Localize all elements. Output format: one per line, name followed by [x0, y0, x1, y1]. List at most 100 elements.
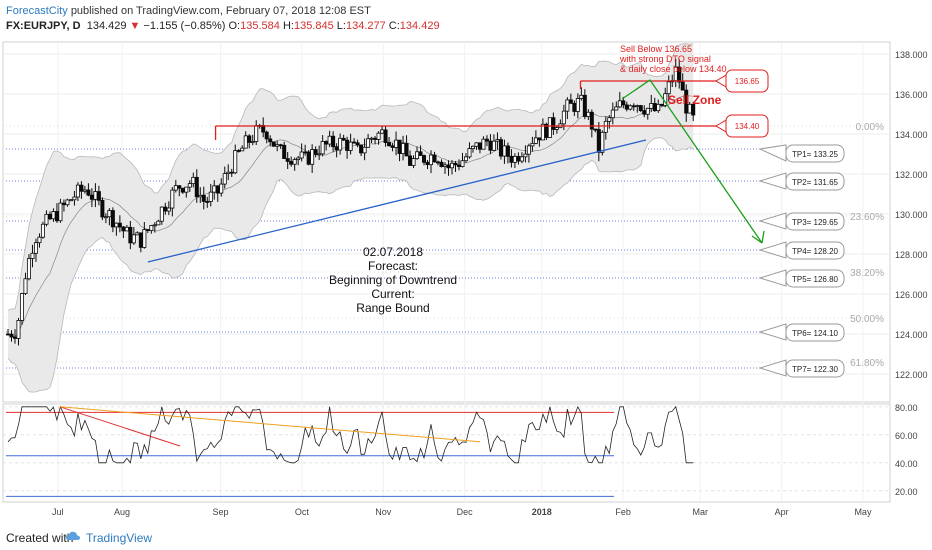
tp-callout-label: TP7= 122.30 — [792, 365, 839, 374]
candle-body — [138, 232, 143, 248]
candle-body — [65, 199, 70, 206]
candle-body — [58, 202, 63, 222]
forecast-annotation-line: Forecast: — [368, 259, 418, 273]
tp-callout-box — [785, 212, 845, 231]
candle-body — [537, 137, 542, 141]
candle-body — [442, 164, 447, 167]
candle-body — [299, 151, 304, 159]
candle-body — [222, 173, 227, 185]
chart-header: ForecastCity published on TradingView.co… — [0, 0, 932, 40]
support-trendline — [147, 139, 647, 263]
candle-body — [369, 137, 374, 140]
tp-callout-label: TP5= 126.80 — [792, 275, 839, 284]
candle-body — [418, 151, 423, 156]
candle-body — [568, 99, 573, 104]
x-tick-label: Dec — [457, 507, 474, 517]
candle-body — [624, 104, 629, 110]
y-tick-label: 122.000 — [895, 370, 928, 380]
candle-body — [523, 153, 528, 158]
candle-body — [387, 142, 392, 147]
candle-body — [9, 333, 14, 338]
candle-body — [456, 164, 461, 167]
y-tick-label: 130.000 — [895, 210, 928, 220]
candle-body — [607, 117, 612, 122]
forecast-annotation-line: 02.07.2018 — [363, 245, 423, 259]
y-tick-label: 124.000 — [895, 330, 928, 340]
tradingview-cloud-icon[interactable] — [66, 531, 80, 541]
candle-body — [173, 185, 178, 191]
x-tick-label: May — [854, 507, 872, 517]
sell-zone-upper-label-box — [725, 69, 769, 93]
candle-body — [642, 110, 647, 115]
candle-body — [247, 135, 252, 143]
y-tick-label: 126.000 — [895, 290, 928, 300]
candle-body — [184, 186, 189, 193]
candle-body — [572, 103, 577, 112]
sell-zone-upper-label: 136.65 — [735, 77, 760, 86]
oscillator-line — [7, 405, 694, 464]
candle-body — [649, 103, 654, 109]
y-tick-label: 134.000 — [895, 130, 928, 140]
candle-body — [149, 225, 154, 231]
candle-body — [23, 278, 28, 294]
upper-band-line — [7, 43, 694, 311]
candle-body — [16, 320, 21, 339]
x-tick-label: Feb — [615, 507, 631, 517]
candle-body — [103, 216, 108, 219]
low-label: L: — [336, 20, 346, 32]
candle-body — [341, 137, 346, 141]
candle-body — [582, 94, 587, 117]
candle-body — [652, 103, 657, 112]
candle-body — [481, 138, 486, 150]
fib-level-label: 38.20% — [850, 268, 884, 279]
osc-red-trendline — [59, 406, 181, 447]
candle-body — [233, 150, 238, 174]
tp-callout-box — [785, 144, 845, 163]
close-label: C: — [388, 20, 400, 32]
candle-body — [659, 103, 664, 106]
osc-y-tick-label: 40.00 — [895, 459, 918, 469]
candle-body — [404, 143, 409, 157]
candle-body — [12, 336, 17, 339]
candle-body — [498, 139, 503, 157]
brand-link[interactable]: ForecastCity — [6, 5, 68, 17]
symbol-label[interactable]: FX:EURJPY, D — [6, 20, 81, 32]
tradingview-link[interactable]: TradingView — [86, 531, 153, 545]
candle-body — [677, 66, 682, 83]
candle-body — [110, 210, 115, 228]
candle-body — [236, 150, 241, 152]
candle-body — [484, 138, 489, 142]
candle-body — [449, 162, 454, 169]
candle-body — [6, 333, 11, 336]
candle-body — [638, 105, 643, 112]
candle-body — [617, 100, 622, 108]
osc-y-tick-label: 60.00 — [895, 431, 918, 441]
candle-body — [586, 111, 591, 117]
band-fill — [8, 43, 694, 393]
candle-body — [96, 191, 101, 201]
candle-body — [30, 252, 35, 259]
candle-body — [610, 109, 615, 119]
candle-body — [432, 154, 437, 163]
candle-body — [509, 155, 514, 163]
candle-body — [205, 201, 210, 203]
candle-body — [72, 196, 77, 201]
candle-body — [208, 191, 213, 202]
candle-body — [170, 189, 175, 209]
candle-body — [383, 129, 388, 143]
x-tick-label: Nov — [375, 507, 392, 517]
candle-body — [219, 183, 224, 194]
lower-band-line — [7, 137, 694, 393]
candle-body — [240, 147, 245, 152]
tp-callout-label: TP6= 124.10 — [792, 329, 839, 338]
candle-body — [156, 220, 161, 226]
candle-body — [401, 143, 406, 154]
tp-callout-box — [785, 241, 845, 260]
candle-body — [408, 155, 413, 166]
candle-body — [159, 206, 164, 222]
candle-body — [114, 222, 119, 228]
candle-body — [589, 111, 594, 130]
candle-body — [324, 141, 329, 145]
tp-callout-box — [785, 359, 845, 378]
candle-body — [628, 105, 633, 110]
